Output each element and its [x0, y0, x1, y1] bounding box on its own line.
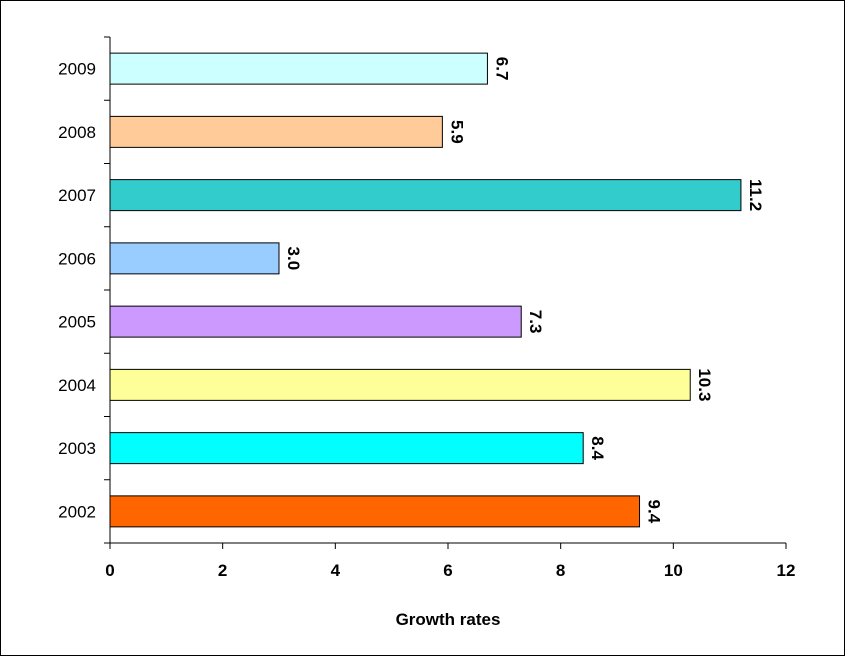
bar-2007: [109, 179, 742, 212]
axes-layer: [104, 36, 787, 549]
x-tick-label: 8: [556, 561, 565, 580]
x-tick-label: 6: [443, 561, 452, 580]
category-label: 2003: [58, 439, 96, 458]
bar-2009: [109, 52, 488, 85]
labels-layer: 2009 6.7 2008 5.9 2007 11.2 2006 3.0 2005 7.3 2004…: [58, 57, 795, 580]
category-label: 2002: [58, 502, 96, 521]
bar-2005: [109, 305, 522, 338]
category-label: 2005: [58, 313, 96, 332]
category-label: 2007: [58, 186, 96, 205]
bar-2004: [109, 368, 691, 401]
x-tick-label: 12: [777, 561, 796, 580]
data-label: 10.3: [695, 368, 714, 401]
data-label: 9.4: [645, 500, 664, 524]
x-tick-label: 2: [218, 561, 227, 580]
x-tick-label: 4: [331, 561, 341, 580]
category-label: 2004: [58, 376, 96, 395]
data-label: 5.9: [447, 120, 466, 144]
bar-2008: [109, 115, 443, 148]
bars-layer: [109, 52, 742, 528]
bar-2002: [109, 495, 641, 528]
data-label: 11.2: [746, 179, 765, 211]
data-label: 7.3: [526, 310, 545, 334]
category-label: 2009: [58, 60, 96, 79]
data-label: 3.0: [284, 247, 303, 271]
data-label: 8.4: [588, 436, 607, 460]
x-tick-label: 0: [105, 561, 114, 580]
category-label: 2006: [58, 249, 96, 268]
data-label: 6.7: [492, 57, 511, 81]
x-axis-title: Growth rates: [396, 610, 501, 629]
x-tick-label: 10: [664, 561, 683, 580]
category-label: 2008: [58, 123, 96, 142]
bar-2003: [109, 432, 584, 465]
bar-2006: [109, 242, 280, 275]
